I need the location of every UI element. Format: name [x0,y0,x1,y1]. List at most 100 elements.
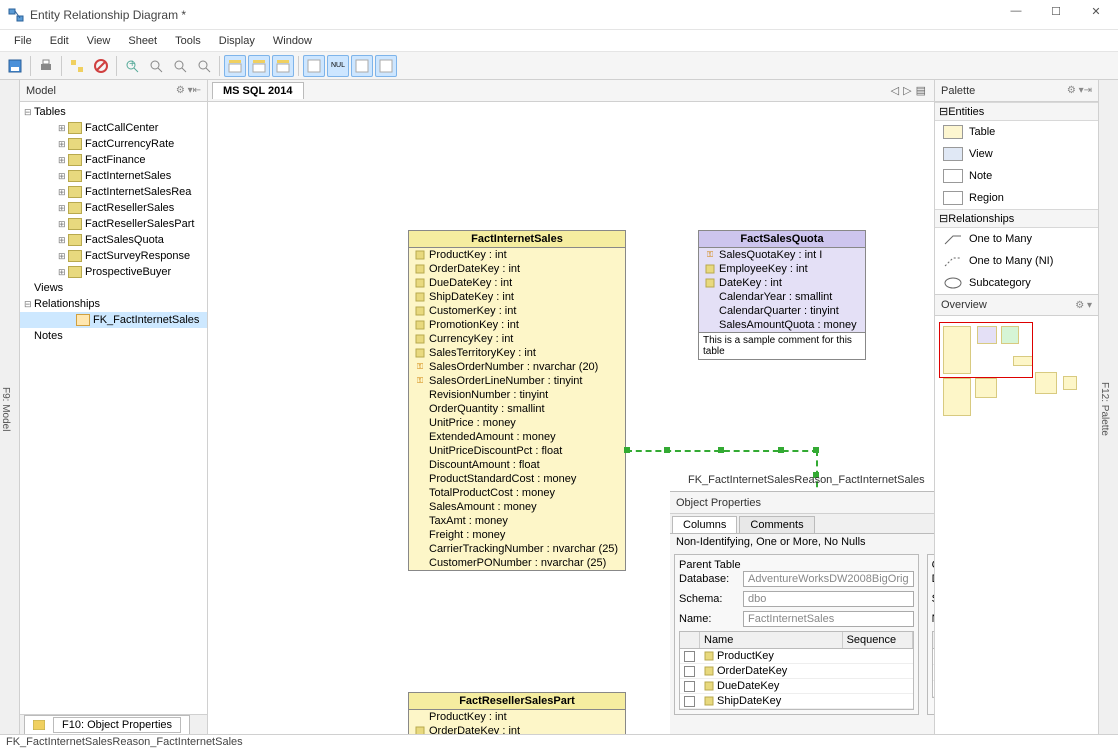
tree-table[interactable]: ⊞FactInternetSales [20,168,207,184]
gear-icon[interactable]: ⚙ ▾ [176,85,193,96]
tree-notes[interactable]: Notes [34,330,63,342]
view2-icon[interactable] [248,55,270,77]
parent-col-row[interactable]: ShipDateKey [680,694,913,709]
column[interactable]: ⚿SalesQuotaKey : int I [699,248,865,262]
zoom-fit-icon[interactable] [169,55,191,77]
tab-mssql[interactable]: MS SQL 2014 [212,82,304,99]
save-icon[interactable] [4,55,26,77]
parent-name[interactable]: FactInternetSales [743,611,914,627]
tree-table[interactable]: ⊞FactSalesQuota [20,232,207,248]
tree-relationships[interactable]: Relationships [34,298,100,310]
column[interactable]: OrderDateKey : int [409,724,625,734]
column[interactable]: Freight : money [409,528,625,542]
view3-icon[interactable] [272,55,294,77]
pal-onetomany[interactable]: One to Many [935,228,1098,250]
column[interactable]: ProductStandardCost : money [409,472,625,486]
column[interactable]: ShipDateKey : int [409,290,625,304]
column[interactable]: UnitPriceDiscountPct : float [409,444,625,458]
column[interactable]: DueDateKey : int [409,276,625,290]
tab-columns[interactable]: Columns [672,516,737,533]
column[interactable]: DateKey : int [699,276,865,290]
column[interactable]: SalesTerritoryKey : int [409,346,625,360]
column[interactable]: RevisionNumber : tinyint [409,388,625,402]
nav-next-icon[interactable]: ▷ [903,84,911,97]
layout-icon[interactable] [66,55,88,77]
nav-prev-icon[interactable]: ◁ [891,84,899,97]
menu-view[interactable]: View [81,33,117,49]
tree-views[interactable]: Views [34,282,63,294]
entity-factInternetSales[interactable]: FactInternetSalesProductKey : intOrderDa… [408,230,626,571]
child-col-row[interactable]: ✓⚿ SalesOrderLineNumber2 [933,665,934,681]
zoom-in-icon[interactable]: + [121,55,143,77]
canvas[interactable]: FactInternetSalesProductKey : intOrderDa… [208,102,934,734]
pal-view[interactable]: View [935,143,1098,165]
column[interactable]: ProductKey : int [409,710,625,724]
maximize-button[interactable]: ☐ [1042,5,1070,25]
pal-subcategory[interactable]: Subcategory [935,272,1098,294]
close-button[interactable]: ✕ [1082,5,1110,25]
zoom-out-icon[interactable] [145,55,167,77]
column[interactable]: CarrierTrackingNumber : nvarchar (25) [409,542,625,556]
print-icon[interactable] [35,55,57,77]
column[interactable]: SalesAmount : money [409,500,625,514]
model-tree[interactable]: ⊟Tables ⊞FactCallCenter⊞FactCurrencyRate… [20,102,207,714]
view6-icon[interactable] [375,55,397,77]
foot-tab-props[interactable]: F10: Object Properties [24,715,190,735]
view4-icon[interactable] [303,55,325,77]
column[interactable]: ExtendedAmount : money [409,430,625,444]
pal-region[interactable]: Region [935,187,1098,209]
tab-comments[interactable]: Comments [739,516,814,533]
tree-table[interactable]: ⊞ProspectiveBuyer [20,264,207,280]
column[interactable]: ProductKey : int [409,248,625,262]
pal-table[interactable]: Table [935,121,1098,143]
nul-icon[interactable]: NUL [327,55,349,77]
column[interactable]: CustomerPONumber : nvarchar (25) [409,556,625,570]
view1-icon[interactable] [224,55,246,77]
parent-col-row[interactable]: OrderDateKey [680,664,913,679]
minimize-button[interactable]: — [1002,5,1030,25]
tree-fk[interactable]: FK_FactInternetSales [93,314,199,326]
sidebar-tab-palette[interactable]: F12: Palette [1098,80,1118,734]
parent-col-row[interactable]: DueDateKey [680,679,913,694]
column[interactable]: SalesAmountQuota : money [699,318,865,332]
column[interactable]: OrderDateKey : int [409,262,625,276]
menu-file[interactable]: File [8,33,38,49]
menu-window[interactable]: Window [267,33,318,49]
parent-db[interactable]: AdventureWorksDW2008BigOrig [743,571,914,587]
menu-edit[interactable]: Edit [44,33,75,49]
column[interactable]: PromotionKey : int [409,318,625,332]
tree-table[interactable]: ⊞FactFinance [20,152,207,168]
tree-table[interactable]: ⊞FactSurveyResponse [20,248,207,264]
column[interactable]: ⚿SalesOrderNumber : nvarchar (20) [409,360,625,374]
tree-table[interactable]: ⊞FactInternetSalesRea [20,184,207,200]
column[interactable]: CalendarYear : smallint [699,290,865,304]
column[interactable]: CalendarQuarter : tinyint [699,304,865,318]
tree-table[interactable]: ⊞FactResellerSales [20,200,207,216]
nav-list-icon[interactable]: ▤ [916,84,926,97]
column[interactable]: UnitPrice : money [409,416,625,430]
menu-sheet[interactable]: Sheet [122,33,163,49]
tree-table[interactable]: ⊞FactCurrencyRate [20,136,207,152]
column[interactable]: CurrencyKey : int [409,332,625,346]
tree-tables[interactable]: Tables [34,106,66,118]
view5-icon[interactable] [351,55,373,77]
entity-factResellerSalesPart[interactable]: FactResellerSalesPartProductKey : intOrd… [408,692,626,734]
child-col-row[interactable]: ✓⚿ SalesOrderNumber1 [933,649,934,665]
tree-table[interactable]: ⊞FactResellerSalesPart [20,216,207,232]
pal-onetomany-ni[interactable]: One to Many (NI) [935,250,1098,272]
column[interactable]: EmployeeKey : int [699,262,865,276]
column[interactable]: OrderQuantity : smallint [409,402,625,416]
column[interactable]: ⚿SalesOrderLineNumber : tinyint [409,374,625,388]
child-col-row[interactable]: ⚿ SalesReasonKey [933,681,934,697]
column[interactable]: CustomerKey : int [409,304,625,318]
collapse-icon[interactable]: ⇥ [1084,85,1092,96]
column[interactable]: TaxAmt : money [409,514,625,528]
forbidden-icon[interactable] [90,55,112,77]
menu-tools[interactable]: Tools [169,33,207,49]
column[interactable]: TotalProductCost : money [409,486,625,500]
column[interactable]: DiscountAmount : float [409,458,625,472]
menu-display[interactable]: Display [213,33,261,49]
gear-icon[interactable]: ⚙ ▾ [1067,85,1084,96]
sidebar-tab-model[interactable]: F9: Model [0,80,20,734]
overview[interactable] [935,316,1098,734]
